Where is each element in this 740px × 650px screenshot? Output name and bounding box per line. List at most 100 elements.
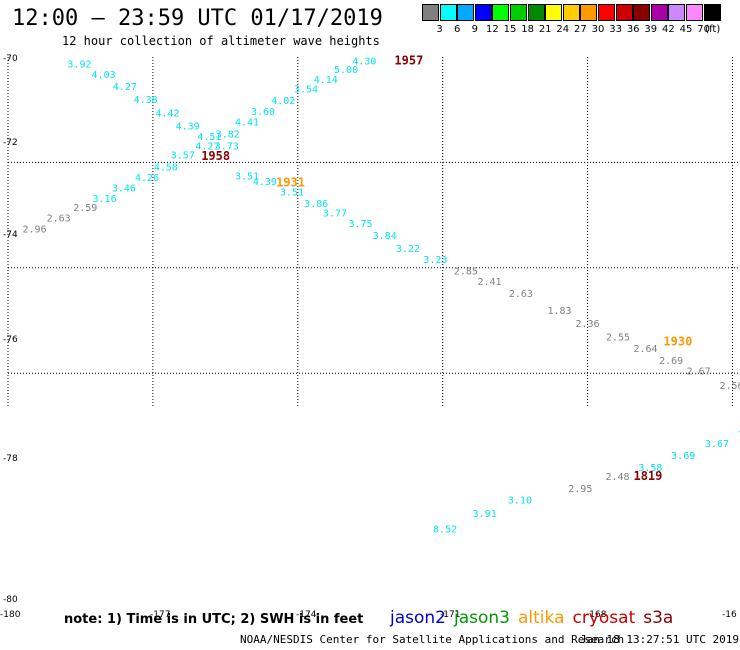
- lat-tick-label: -80: [3, 595, 18, 605]
- wave-height-label: 4.51: [197, 132, 221, 143]
- map-subtitle: 12 hour collection of altimeter wave hei…: [62, 34, 380, 48]
- map-title: 12:00 – 23:59 UTC 01/17/2019: [12, 6, 383, 31]
- colorbar-label: 39: [644, 24, 658, 35]
- wave-height-label: 2.56: [719, 381, 740, 392]
- wave-height-label: 5.00: [334, 65, 358, 76]
- lon-tick-label: -177: [150, 610, 170, 620]
- wave-height-label: 2.95: [568, 484, 592, 495]
- wave-height-label: 3.22: [396, 244, 420, 255]
- wave-height-label: 3.75: [349, 219, 373, 230]
- lat-tick-label: -74: [3, 230, 18, 240]
- wave-height-label: 2.64: [633, 344, 657, 355]
- wave-height-label: 3.51: [235, 172, 259, 183]
- wave-height-label: 4.27: [113, 82, 137, 93]
- colorbar-swatch: [422, 4, 439, 21]
- colorbar-label: 3: [436, 24, 443, 35]
- wave-height-label: 3.54: [294, 85, 318, 96]
- wave-height-label: 3.46: [112, 184, 136, 195]
- colorbar-swatch: [545, 4, 563, 21]
- satellite-jason2: jason2: [390, 608, 446, 628]
- colorbar-label: 70: [697, 24, 710, 35]
- wave-height-label: 4.38: [134, 95, 158, 106]
- wave-height-label: 4.30: [352, 57, 376, 68]
- colorbar-swatch: [598, 4, 615, 21]
- colorbar-label: 18: [521, 24, 534, 35]
- wave-height-label: 1.83: [548, 306, 572, 317]
- wave-height-label: 3.86: [304, 199, 328, 210]
- wave-height-label: 3.58: [638, 463, 662, 474]
- wave-height-label: 4.26: [135, 173, 159, 184]
- wave-height-label: 2.96: [22, 224, 46, 235]
- wave-height-label: 2.69: [659, 356, 683, 367]
- satellite-jason3: jason3: [454, 608, 510, 628]
- wave-height-label: 4.02: [271, 96, 295, 107]
- colorbar-swatch: [439, 4, 457, 21]
- colorbar-label: 24: [556, 24, 570, 35]
- pass-time-label: 1930: [663, 335, 692, 349]
- lon-tick-label: -16: [722, 610, 737, 620]
- wave-height-label: 3.73: [215, 142, 239, 153]
- wave-height-label: 3.67: [705, 439, 729, 450]
- wave-height-label: 2.67: [687, 367, 711, 378]
- lon-tick-label: -171: [440, 610, 460, 620]
- colorbar-swatch: [510, 4, 527, 21]
- colorbar-swatch: [668, 4, 686, 21]
- wave-height-label: 2.85: [454, 266, 478, 277]
- colorbar-label: 21: [538, 24, 552, 35]
- colorbar-swatch: [474, 4, 492, 21]
- colorbar-swatch: [633, 4, 651, 21]
- colorbar-label: 6: [454, 24, 461, 35]
- colorbar-swatch: [615, 4, 633, 21]
- colorbar-label: 30: [591, 24, 605, 35]
- satellite-s3a: s3a: [643, 608, 674, 628]
- colorbar-swatch: [527, 4, 545, 21]
- colorbar-swatch: [457, 4, 475, 21]
- wave-height-label: 3.60: [251, 107, 275, 118]
- wave-height-label: 4.03: [92, 70, 116, 81]
- wave-height-label: 4.39: [176, 122, 200, 133]
- wave-height-label: 3.92: [67, 59, 91, 70]
- wave-height-label: 4.41: [235, 117, 259, 128]
- colorbar-label: 36: [626, 24, 640, 35]
- lat-tick-label: -72: [3, 138, 18, 148]
- wave-height-label: 3.16: [93, 194, 117, 205]
- satellite-cryosat: cryosat: [572, 608, 636, 628]
- wave-height-label: 2.55: [606, 332, 630, 343]
- colorbar-swatch: [580, 4, 598, 21]
- wave-height-label: 4.27: [195, 142, 219, 153]
- wave-height-label: 3.57: [171, 150, 195, 161]
- wave-height-label: 4.58: [154, 163, 178, 174]
- wave-height-label: 4.14: [314, 75, 338, 86]
- wave-height-label: 3.51: [280, 187, 304, 198]
- wave-height-label: 3.69: [671, 451, 695, 462]
- pass-time-label: 1958: [201, 149, 230, 163]
- wave-height-label: 3.10: [508, 496, 532, 507]
- colorbar-label: 9: [471, 24, 478, 35]
- colorbar-label: 42: [662, 24, 675, 35]
- colorbar-swatch: [562, 4, 580, 21]
- colorbar-label: 15: [503, 24, 517, 35]
- lon-tick-label: -174: [296, 610, 317, 620]
- wave-height-label: 8.52: [433, 525, 457, 536]
- lat-tick-label: -76: [3, 335, 18, 345]
- satellite-legend: jason2 jason3 altika cryosat s3a: [390, 608, 681, 628]
- wave-height-label: 3.91: [473, 509, 497, 520]
- colorbar-swatch: [650, 4, 668, 21]
- wave-height-label: 4.42: [155, 108, 179, 119]
- credit-text: NOAA/NESDIS Center for Satellite Applica…: [240, 633, 625, 646]
- credit-date: Jan 18 13:27:51 UTC 2019: [580, 633, 739, 646]
- wave-height-label: 2.41: [477, 277, 501, 288]
- lon-tick-label: -180: [0, 610, 21, 620]
- colorbar-label: 27: [574, 24, 587, 35]
- colorbar-label: 33: [609, 24, 622, 35]
- lat-tick-label: -70: [3, 54, 18, 64]
- colorbar-swatch: [686, 4, 703, 21]
- satellite-altika: altika: [518, 608, 565, 628]
- note-text: note: 1) Time is in UTC; 2) SWH is in fe…: [64, 612, 364, 627]
- colorbar-swatch: [492, 4, 510, 21]
- wave-height-label: 2.36: [576, 319, 600, 330]
- wave-height-label: 2.59: [73, 203, 97, 214]
- wave-height-label: 4.39: [253, 177, 277, 188]
- wave-height-label: 2.48: [605, 472, 629, 483]
